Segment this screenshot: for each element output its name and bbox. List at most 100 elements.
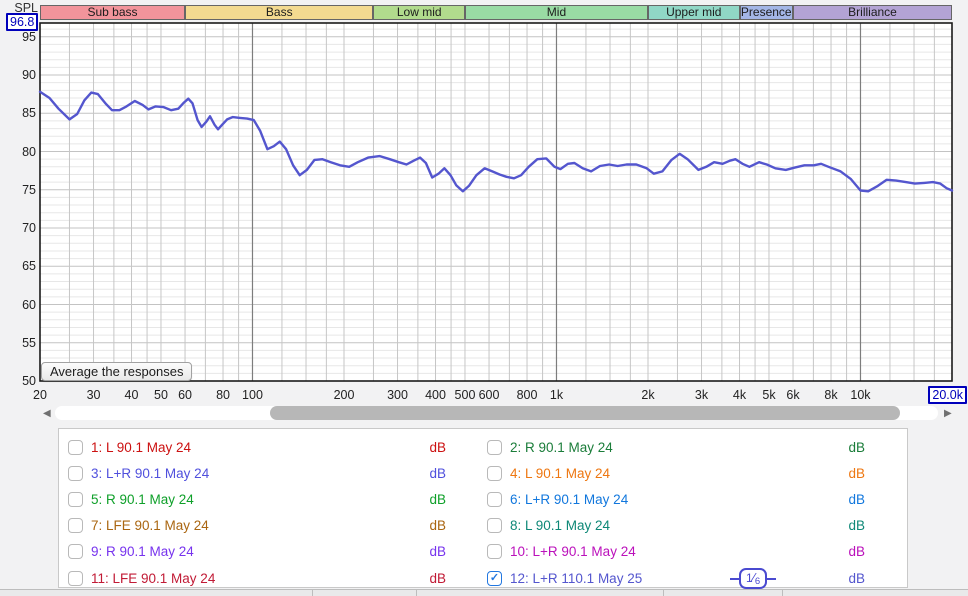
legend-label-6[interactable]: 6: L+R 90.1 May 24 bbox=[510, 491, 629, 507]
legend-row-3: 3: L+R 90.1 May 24 dB bbox=[68, 460, 446, 486]
y-tick-label: 80 bbox=[22, 144, 36, 159]
y-tick-label: 90 bbox=[22, 68, 36, 83]
x-tick-label: 80 bbox=[216, 388, 230, 402]
y-tick-label: 55 bbox=[22, 335, 36, 350]
x-tick-label: 3k bbox=[694, 388, 709, 402]
legend-checkbox-4[interactable] bbox=[487, 465, 502, 481]
legend-row-8: 8: L 90.1 May 24 dB bbox=[487, 513, 865, 539]
legend-row-11: 11: LFE 90.1 May 24 dB bbox=[68, 565, 446, 591]
bottom-panel-edge bbox=[0, 589, 968, 596]
legend-unit-3: dB bbox=[429, 465, 446, 481]
legend-label-12[interactable]: 12: L+R 110.1 May 25 bbox=[510, 570, 643, 586]
legend-label-4[interactable]: 4: L 90.1 May 24 bbox=[510, 465, 611, 481]
legend-label-10[interactable]: 10: L+R 90.1 May 24 bbox=[510, 544, 636, 560]
legend-unit-12: dB bbox=[848, 570, 865, 586]
x-tick-label: 6k bbox=[786, 388, 800, 402]
legend-checkbox-7[interactable] bbox=[68, 518, 83, 534]
band-label-sub-bass: Sub bass bbox=[40, 5, 186, 20]
legend-unit-2: dB bbox=[848, 439, 865, 455]
legend-checkbox-8[interactable] bbox=[487, 518, 502, 534]
divider bbox=[663, 590, 664, 596]
legend-label-3[interactable]: 3: L+R 90.1 May 24 bbox=[91, 465, 210, 481]
x-tick-label: 1k bbox=[549, 388, 564, 402]
legend-label-2[interactable]: 2: R 90.1 May 24 bbox=[510, 439, 613, 455]
legend-label-8[interactable]: 8: L 90.1 May 24 bbox=[510, 518, 611, 534]
legend-unit-1: dB bbox=[429, 439, 446, 455]
x-tick-label: 8k bbox=[824, 388, 838, 402]
band-label-upper-mid: Upper mid bbox=[648, 5, 740, 20]
x-tick-label: 100 bbox=[242, 388, 263, 402]
measurement-legend-panel: 1: L 90.1 May 24 dB 2: R 90.1 May 24 dB 3: L… bbox=[58, 428, 908, 591]
legend-unit-6: dB bbox=[848, 491, 865, 507]
divider bbox=[312, 590, 313, 596]
x-tick-label: 4k bbox=[732, 388, 747, 402]
legend-unit-4: dB bbox=[848, 465, 865, 481]
smoothing-fraction: 1 ⁄ 6 bbox=[739, 568, 768, 589]
legend-label-5[interactable]: 5: R 90.1 May 24 bbox=[91, 491, 194, 507]
legend-checkbox-12[interactable]: ✓ bbox=[487, 570, 502, 586]
legend-row-1: 1: L 90.1 May 24 dB bbox=[68, 434, 446, 460]
legend-row-12: ✓ 12: L+R 110.1 May 25 1 ⁄ 6 dB bbox=[487, 565, 865, 591]
legend-checkbox-10[interactable] bbox=[487, 544, 502, 560]
y-tick-label: 95 bbox=[22, 29, 36, 44]
legend-checkbox-5[interactable] bbox=[68, 491, 83, 507]
frequency-band-strip: Sub bass Bass Low mid Mid Upper mid Presence B… bbox=[40, 5, 952, 20]
scrollbar-thumb[interactable] bbox=[270, 406, 900, 420]
scroll-right-icon[interactable]: ▶ bbox=[944, 408, 952, 419]
legend-label-9[interactable]: 9: R 90.1 May 24 bbox=[91, 544, 194, 560]
x-tick-label: 500 bbox=[454, 388, 476, 402]
legend-unit-7: dB bbox=[429, 518, 446, 534]
legend-checkbox-1[interactable] bbox=[68, 439, 83, 455]
legend-label-11[interactable]: 11: LFE 90.1 May 24 bbox=[91, 570, 216, 586]
legend-checkbox-3[interactable] bbox=[68, 465, 83, 481]
legend-checkbox-9[interactable] bbox=[68, 544, 83, 560]
legend-row-2: 2: R 90.1 May 24 dB bbox=[487, 434, 865, 460]
x-tick-label: 10k bbox=[850, 388, 871, 402]
legend-unit-5: dB bbox=[429, 491, 446, 507]
legend-label-7[interactable]: 7: LFE 90.1 May 24 bbox=[91, 518, 209, 534]
scrollbar-track[interactable] bbox=[55, 406, 938, 420]
band-label-presence: Presence bbox=[739, 5, 794, 20]
horizontal-scrollbar: ◀ ▶ bbox=[0, 406, 968, 422]
y-tick-label: 60 bbox=[22, 297, 36, 312]
y-tick-label: 65 bbox=[22, 259, 36, 274]
legend-row-10: 10: L+R 90.1 May 24 dB bbox=[487, 539, 865, 565]
band-label-bass: Bass bbox=[185, 5, 374, 20]
x-tick-label: 5k bbox=[762, 388, 776, 402]
legend-row-6: 6: L+R 90.1 May 24 dB bbox=[487, 486, 865, 512]
legend-row-4: 4: L 90.1 May 24 dB bbox=[487, 460, 865, 486]
band-label-mid: Mid bbox=[464, 5, 648, 20]
legend-unit-9: dB bbox=[429, 544, 446, 560]
smoothing-dash-left bbox=[730, 577, 739, 580]
y-axis-title: SPL bbox=[14, 1, 38, 15]
scroll-left-icon[interactable]: ◀ bbox=[43, 408, 51, 419]
divider bbox=[416, 590, 417, 596]
y-tick-label: 50 bbox=[22, 374, 36, 388]
y-tick-label: 75 bbox=[22, 182, 36, 197]
legend-label-1[interactable]: 1: L 90.1 May 24 bbox=[91, 439, 192, 455]
band-label-low-mid: Low mid bbox=[373, 5, 465, 20]
x-tick-label: 40 bbox=[124, 388, 139, 402]
legend-checkbox-2[interactable] bbox=[487, 439, 502, 455]
x-tick-label: 30 bbox=[86, 388, 101, 402]
x-tick-label: 800 bbox=[516, 388, 538, 402]
legend-row-7: 7: LFE 90.1 May 24 dB bbox=[68, 513, 446, 539]
average-responses-button[interactable]: Average the responses bbox=[41, 362, 193, 381]
x-tick-label: 50 bbox=[154, 388, 168, 402]
spl-trace bbox=[38, 90, 954, 193]
legend-row-9: 9: R 90.1 May 24 dB bbox=[68, 539, 446, 565]
legend-checkbox-11[interactable] bbox=[68, 570, 83, 586]
x-tick-label: 600 bbox=[478, 388, 500, 402]
x-tick-label: 2k bbox=[641, 388, 655, 402]
legend-unit-10: dB bbox=[848, 544, 865, 560]
x-tick-label: 200 bbox=[333, 388, 355, 402]
legend-unit-8: dB bbox=[848, 518, 865, 534]
legend-unit-11: dB bbox=[429, 570, 446, 586]
x-axis-max-field[interactable]: 20.0k bbox=[928, 386, 967, 404]
smoothing-control[interactable]: 1 ⁄ 6 bbox=[730, 568, 777, 589]
legend-row-5: 5: R 90.1 May 24 dB bbox=[68, 486, 446, 512]
x-tick-label: 60 bbox=[178, 388, 192, 402]
legend-checkbox-6[interactable] bbox=[487, 491, 502, 507]
y-axis-max-field[interactable]: 96.8 bbox=[6, 13, 39, 31]
